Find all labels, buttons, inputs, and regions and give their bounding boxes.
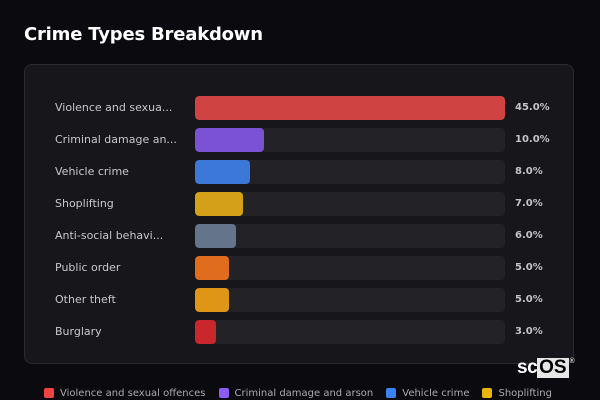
bar-value: 5.0% — [515, 294, 543, 305]
bar-track — [195, 192, 505, 216]
bar-track — [195, 320, 505, 344]
legend-item[interactable]: Shoplifting — [482, 387, 552, 399]
bar-fill[interactable] — [195, 128, 264, 152]
bar-fill[interactable] — [195, 192, 244, 216]
bar-row: Vehicle crime 8.0% — [25, 160, 573, 184]
bar-value: 8.0% — [515, 166, 543, 177]
bar-fill[interactable] — [195, 320, 216, 344]
bar-row: Burglary 3.0% — [25, 320, 573, 344]
legend-swatch-icon — [482, 388, 493, 398]
bar-track — [195, 224, 505, 248]
bar-value: 10.0% — [515, 134, 550, 145]
registered-mark-icon: ® — [569, 358, 575, 365]
legend-label: Violence and sexual offences — [60, 387, 206, 399]
legend-label: Vehicle crime — [402, 387, 470, 399]
bar-track — [195, 160, 505, 184]
bar-label: Public order — [55, 261, 121, 274]
chart-panel: Violence and sexua... 45.0% Criminal damag… — [24, 64, 574, 364]
legend-swatch-icon — [44, 388, 54, 398]
bar-value: 45.0% — [515, 102, 550, 113]
bar-row: Other theft 5.0% — [25, 288, 573, 312]
bar-value: 5.0% — [515, 262, 543, 273]
bar-label: Violence and sexua... — [55, 101, 173, 114]
bar-track — [195, 128, 505, 152]
bar-value: 7.0% — [515, 198, 543, 209]
bar-fill[interactable] — [195, 288, 230, 312]
bar-row: Violence and sexua... 45.0% — [25, 96, 573, 120]
bar-fill[interactable] — [195, 256, 230, 280]
bar-row: Criminal damage an... 10.0% — [25, 128, 573, 152]
chart-title: Crime Types Breakdown — [24, 24, 263, 45]
bar-label: Criminal damage an... — [55, 133, 177, 146]
bar-track — [195, 288, 505, 312]
bar-label: Burglary — [55, 325, 102, 338]
brand-os: OS — [537, 357, 569, 378]
brand-sc: sc — [517, 357, 538, 378]
chart-legend: Violence and sexual offences Criminal dam… — [44, 386, 565, 400]
bar-fill[interactable] — [195, 160, 251, 184]
legend-item[interactable]: Criminal damage and arson — [218, 387, 374, 399]
bar-fill[interactable] — [195, 96, 505, 120]
brand-logo: sc OS ® — [517, 357, 575, 378]
legend-swatch-icon — [218, 388, 229, 398]
bar-track — [195, 256, 505, 280]
bar-track — [195, 96, 505, 120]
bar-value: 3.0% — [515, 326, 543, 337]
legend-label: Shoplifting — [498, 387, 552, 399]
bar-value: 6.0% — [515, 230, 543, 241]
bar-fill[interactable] — [195, 224, 237, 248]
legend-label: Criminal damage and arson — [234, 387, 374, 399]
bar-label: Shoplifting — [55, 197, 114, 210]
bar-label: Anti-social behavi... — [55, 229, 164, 242]
legend-swatch-icon — [386, 388, 397, 398]
bar-label: Other theft — [55, 293, 116, 306]
bar-label: Vehicle crime — [55, 165, 129, 178]
bar-row: Shoplifting 7.0% — [25, 192, 573, 216]
bar-row: Public order 5.0% — [25, 256, 573, 280]
bar-row: Anti-social behavi... 6.0% — [25, 224, 573, 248]
legend-item[interactable]: Violence and sexual offences — [44, 388, 206, 399]
legend-item[interactable]: Vehicle crime — [386, 388, 469, 399]
